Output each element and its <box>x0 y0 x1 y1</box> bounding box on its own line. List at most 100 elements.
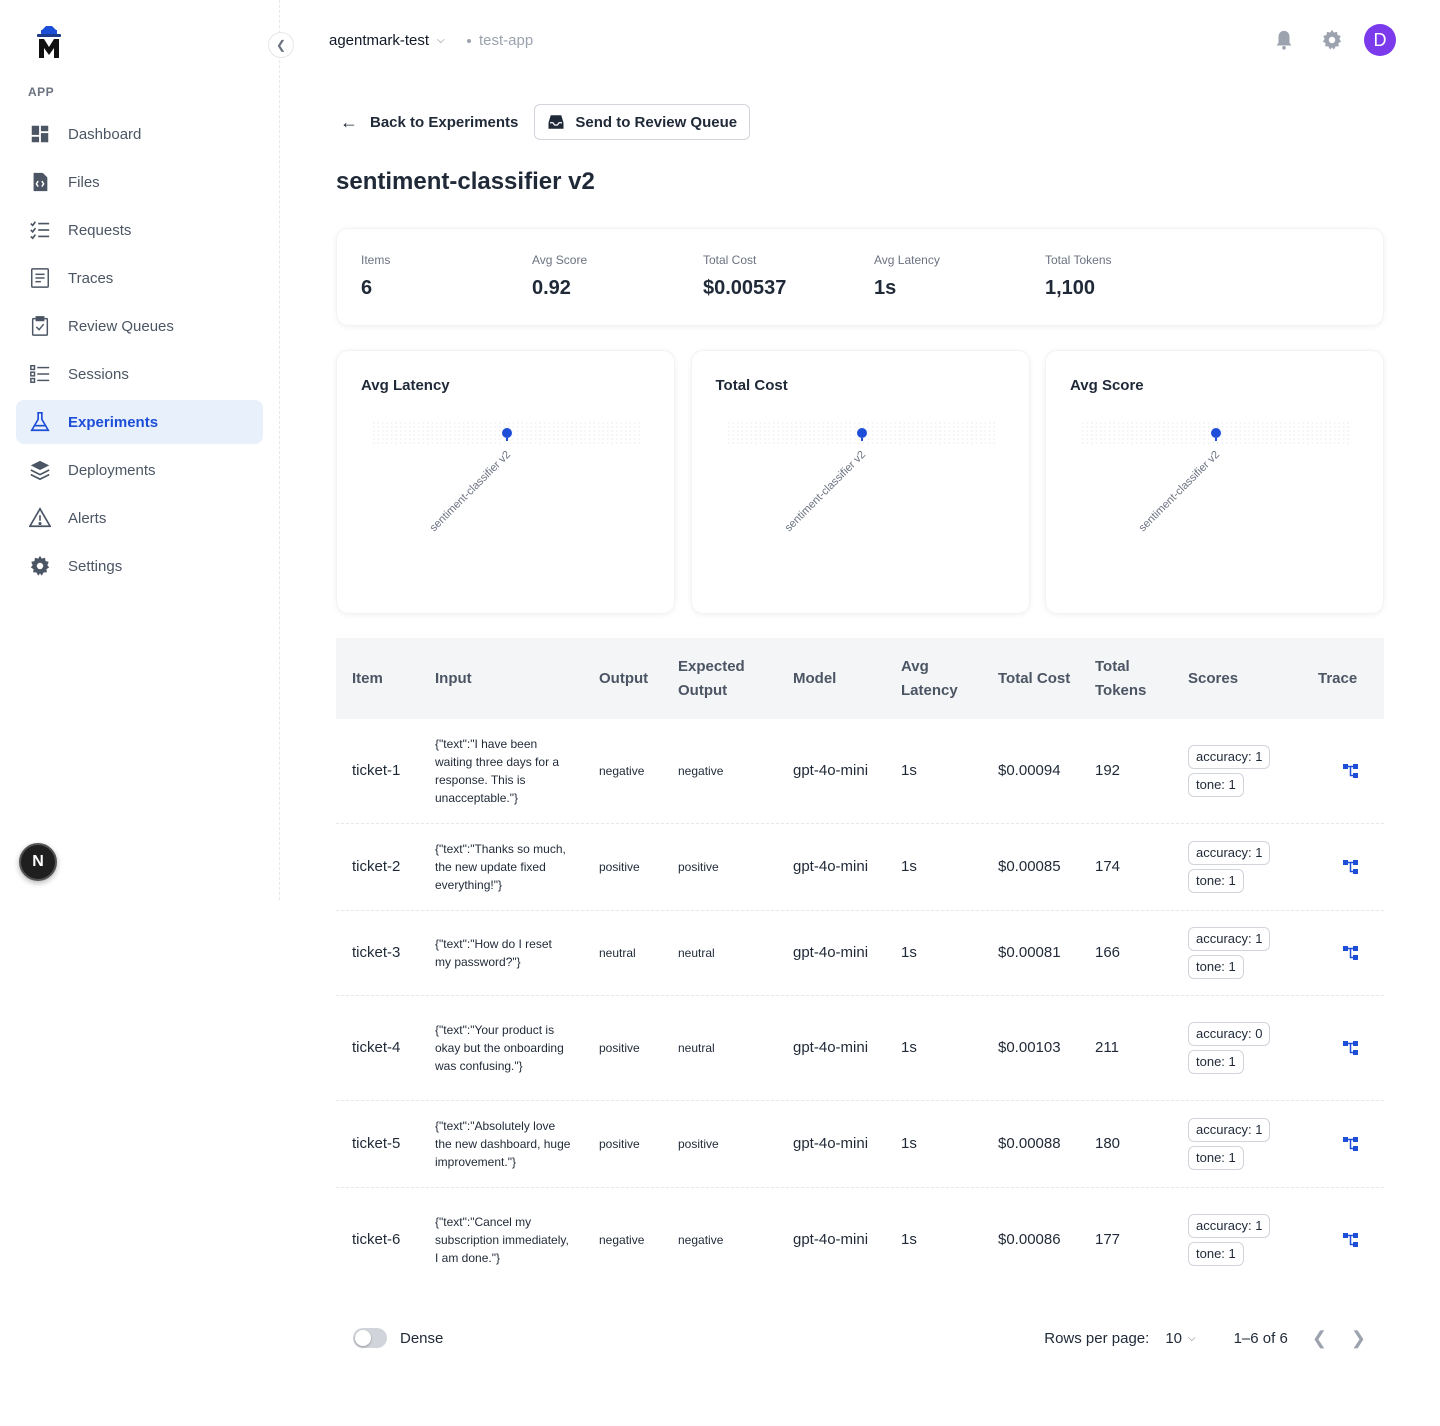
arrow-left-icon: ← <box>340 111 358 132</box>
cell-input: {"text":"Cancel my subscription immediat… <box>435 1215 569 1265</box>
sidebar-item-alerts[interactable]: Alerts <box>16 496 263 540</box>
stat-label: Avg Score <box>532 253 588 267</box>
nextjs-devtools-badge[interactable]: N <box>19 843 57 881</box>
dense-label: Dense <box>400 1329 444 1347</box>
sidebar-item-settings[interactable]: Settings <box>16 544 263 588</box>
app-breadcrumb[interactable]: test-app <box>467 32 533 49</box>
user-avatar[interactable]: D <box>1364 24 1396 56</box>
collapse-sidebar-button[interactable]: ❮ <box>268 32 294 58</box>
x-tick-label: sentiment-classifier v2 <box>428 449 513 534</box>
cell-cost: $0.00103 <box>998 1039 1061 1056</box>
next-page-button[interactable]: ❯ <box>1351 1328 1366 1349</box>
sidebar-item-sessions[interactable]: Sessions <box>16 352 263 396</box>
score-chip-tone: tone: 1 <box>1188 773 1244 797</box>
sidebar-item-experiments[interactable]: Experiments <box>16 400 263 444</box>
cell-model: gpt-4o-mini <box>793 1135 869 1152</box>
trace-link[interactable] <box>1302 858 1384 876</box>
charts-row: Avg Latency sentiment-classifier v2 Tota… <box>336 350 1384 614</box>
trace-tree-icon <box>1343 1137 1358 1151</box>
score-chip-tone: tone: 1 <box>1188 1050 1244 1074</box>
trace-node <box>1343 1137 1348 1142</box>
sidebar-item-traces[interactable]: Traces <box>16 256 263 300</box>
sidebar-item-label: Files <box>68 173 100 191</box>
cell-cost: $0.00088 <box>998 1135 1061 1152</box>
back-button-label: Back to Experiments <box>370 113 519 131</box>
sidebar-item-label: Traces <box>68 269 114 287</box>
back-to-experiments-button[interactable]: ← Back to Experiments <box>336 104 526 140</box>
agentmark-logo[interactable] <box>32 24 66 60</box>
cell-tokens: 192 <box>1095 762 1121 779</box>
trace-node <box>1353 860 1358 865</box>
table-row[interactable]: ticket-3 {"text":"How do I reset my pass… <box>336 911 1384 996</box>
column-header-scores[interactable]: Scores <box>1188 669 1239 687</box>
sidebar-item-label: Experiments <box>68 413 159 431</box>
trace-node <box>1343 764 1348 769</box>
section-label-app: APP <box>28 85 55 99</box>
cell-output: negative <box>599 1233 645 1247</box>
data-point[interactable] <box>502 428 512 438</box>
notifications-button[interactable] <box>1268 24 1300 56</box>
trace-node <box>1353 1137 1358 1142</box>
inbox-icon <box>547 113 565 131</box>
cell-tokens: 166 <box>1095 944 1121 961</box>
cell-tokens: 180 <box>1095 1135 1121 1152</box>
experiment-items-table: Item Input Output Expected Output Model … <box>336 638 1384 1292</box>
trace-link[interactable] <box>1302 1231 1384 1249</box>
stat-label: Avg Latency <box>874 253 940 267</box>
cell-item: ticket-6 <box>352 1231 401 1248</box>
data-point[interactable] <box>1211 428 1221 438</box>
org-name: agentmark-test <box>329 32 430 49</box>
page-actions: ← Back to Experiments Send to Review Que… <box>336 104 1384 140</box>
x-tick-label: sentiment-classifier v2 <box>782 449 867 534</box>
score-chip-accuracy: accuracy: 1 <box>1188 745 1271 769</box>
trace-connector <box>1348 1138 1353 1150</box>
sidebar: APP Dashboard Files Requests Traces Revi… <box>0 0 280 900</box>
table-row[interactable]: ticket-5 {"text":"Absolutely love the ne… <box>336 1101 1384 1188</box>
table-row[interactable]: ticket-2 {"text":"Thanks so much, the ne… <box>336 824 1384 911</box>
cell-cost: $0.00085 <box>998 858 1061 875</box>
column-header-output[interactable]: Output <box>599 669 649 687</box>
settings-button[interactable] <box>1316 24 1348 56</box>
column-header-input[interactable]: Input <box>435 669 472 687</box>
column-header-avg-latency[interactable]: Avg Latency <box>901 657 958 699</box>
data-point[interactable] <box>856 428 867 438</box>
column-header-trace[interactable]: Trace <box>1318 669 1358 687</box>
org-selector[interactable]: agentmark-test ⌵ <box>329 32 445 49</box>
trace-link[interactable] <box>1302 1039 1384 1057</box>
sidebar-item-requests[interactable]: Requests <box>16 208 263 252</box>
sidebar-item-review-queues[interactable]: Review Queues <box>16 304 263 348</box>
column-header-model[interactable]: Model <box>793 669 837 687</box>
sidebar-item-deployments[interactable]: Deployments <box>16 448 263 492</box>
column-header-total-cost[interactable]: Total Cost <box>998 669 1071 687</box>
column-header-item[interactable]: Item <box>352 669 383 687</box>
chart-card-avg-score: Avg Score sentiment-classifier v2 <box>1045 350 1384 614</box>
cell-model: gpt-4o-mini <box>793 762 869 779</box>
sidebar-item-files[interactable]: Files <box>16 160 263 204</box>
main-content: ← Back to Experiments Send to Review Que… <box>336 104 1384 1292</box>
rows-per-page-select[interactable]: 10 ⌵ <box>1165 1330 1195 1347</box>
cell-model: gpt-4o-mini <box>793 944 869 961</box>
trace-link[interactable] <box>1302 1135 1384 1153</box>
table-row[interactable]: ticket-4 {"text":"Your product is okay b… <box>336 996 1384 1101</box>
trace-connector <box>1348 861 1353 873</box>
cell-output: positive <box>599 1041 640 1055</box>
trace-link[interactable] <box>1302 762 1384 780</box>
stat-value: $0.00537 <box>703 277 787 299</box>
sidebar-item-label: Dashboard <box>68 125 142 143</box>
sidebar-item-dashboard[interactable]: Dashboard <box>16 112 263 156</box>
trace-tree-icon <box>1343 860 1358 874</box>
cell-latency: 1s <box>901 944 917 961</box>
file-code-icon <box>28 170 52 194</box>
table-row[interactable]: ticket-1 {"text":"I have been waiting th… <box>336 719 1384 824</box>
previous-page-button[interactable]: ❮ <box>1312 1328 1327 1349</box>
dense-toggle[interactable] <box>353 1328 387 1348</box>
table-row[interactable]: ticket-6 {"text":"Cancel my subscription… <box>336 1188 1384 1292</box>
clipboard-check-icon <box>28 314 52 338</box>
trace-link[interactable] <box>1302 944 1384 962</box>
document-list-icon <box>28 266 52 290</box>
score-chip-accuracy: accuracy: 1 <box>1188 841 1271 865</box>
send-to-review-queue-button[interactable]: Send to Review Queue <box>534 104 751 140</box>
column-header-expected-output[interactable]: Expected Output <box>678 657 745 699</box>
score-chip-accuracy: accuracy: 1 <box>1188 1214 1271 1238</box>
column-header-total-tokens[interactable]: Total Tokens <box>1095 657 1147 699</box>
